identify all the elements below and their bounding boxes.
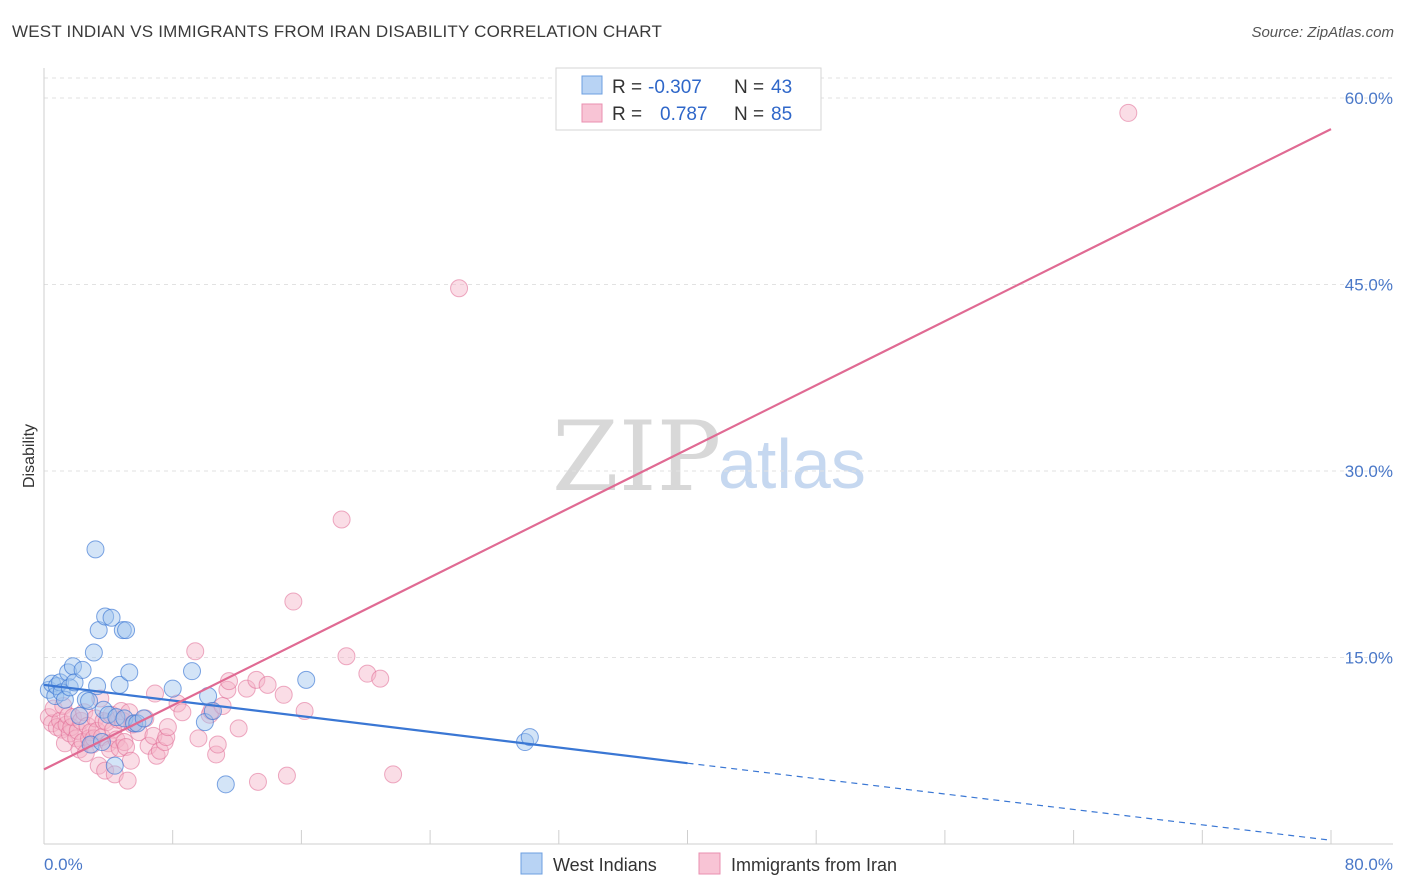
data-point-iran <box>117 738 136 757</box>
y-tick-labels: 15.0% 30.0% 45.0% 60.0% <box>1345 89 1393 668</box>
data-point-west-indians <box>92 733 111 752</box>
data-point-iran <box>450 279 469 298</box>
data-point-iran <box>121 751 140 770</box>
legend-r-label-blue: R = <box>612 77 642 98</box>
data-point-iran <box>371 669 390 688</box>
bottom-legend-swatch-pink <box>698 852 721 875</box>
legend-n-label-pink: N = <box>734 104 764 125</box>
series-legend: West Indians Immigrants from Iran <box>520 852 897 875</box>
y-tick-label: 45.0% <box>1345 276 1393 295</box>
bottom-legend-label-iran: Immigrants from Iran <box>731 855 897 875</box>
data-point-iran <box>96 761 115 780</box>
trend-line-iran <box>43 128 1332 771</box>
data-point-iran <box>284 592 303 611</box>
data-point-iran <box>158 718 177 737</box>
data-point-west-indians <box>183 662 202 681</box>
legend-swatch-pink <box>581 103 603 123</box>
bottom-legend-label-west-indians: West Indians <box>553 855 657 875</box>
data-point-iran <box>229 719 248 738</box>
watermark-atlas: atlas <box>718 425 866 503</box>
data-point-iran <box>274 685 293 704</box>
data-point-west-indians <box>59 663 78 682</box>
data-point-west-indians <box>70 706 89 725</box>
data-point-west-indians <box>63 657 82 676</box>
stats-legend: R = -0.307 N = 43 R = 0.787 N = 85 <box>555 67 822 131</box>
data-point-west-indians <box>297 670 316 689</box>
data-point-west-indians <box>120 663 139 682</box>
data-point-iran <box>173 703 192 722</box>
y-tick-label: 30.0% <box>1345 462 1393 481</box>
trend-line-west-indians-extension <box>687 762 1332 841</box>
data-point-west-indians <box>96 607 115 626</box>
legend-n-value-pink: 85 <box>771 104 792 125</box>
data-point-iran <box>144 726 163 745</box>
trend-line-west-indians <box>43 683 688 765</box>
y-tick-label: 15.0% <box>1345 649 1393 668</box>
data-point-west-indians <box>117 621 136 640</box>
data-point-west-indians <box>163 679 182 698</box>
watermark-zip: ZIP <box>552 401 721 513</box>
legend-swatch-blue <box>581 75 603 95</box>
data-point-west-indians <box>80 692 99 711</box>
data-point-iran <box>248 772 267 791</box>
legend-n-label-blue: N = <box>734 77 764 98</box>
data-point-iran <box>1119 103 1138 122</box>
x-tick-labels: 0.0% 80.0% <box>44 855 1393 874</box>
data-point-iran <box>189 729 208 748</box>
data-point-iran <box>110 739 129 758</box>
x-tick-label-max: 80.0% <box>1345 855 1393 874</box>
y-tick-label: 60.0% <box>1345 89 1393 108</box>
data-point-west-indians <box>84 643 103 662</box>
trend-lines <box>43 128 1332 841</box>
data-point-west-indians <box>134 709 153 728</box>
legend-r-value-pink: 0.787 <box>660 104 708 125</box>
bottom-legend-swatch-blue <box>520 852 543 875</box>
data-point-iran <box>68 721 87 740</box>
legend-r-value-blue: -0.307 <box>648 77 702 98</box>
data-point-iran <box>332 510 351 529</box>
data-point-iran <box>208 735 227 754</box>
data-point-iran <box>337 647 356 666</box>
legend-n-value-blue: 43 <box>771 77 792 98</box>
data-point-iran <box>186 642 205 661</box>
source-label: Source: ZipAtlas.com <box>1251 24 1394 41</box>
series-west-indians <box>39 540 539 794</box>
legend-r-label-pink: R = <box>612 104 642 125</box>
chart-title: WEST INDIAN VS IMMIGRANTS FROM IRAN DISA… <box>12 22 663 41</box>
axes <box>43 68 1393 845</box>
data-point-west-indians <box>102 608 121 627</box>
data-point-west-indians <box>216 775 235 794</box>
data-point-west-indians <box>105 756 124 775</box>
data-point-iran <box>147 746 166 765</box>
x-tick-label-min: 0.0% <box>44 855 83 874</box>
data-point-west-indians <box>86 540 105 559</box>
grid-lines <box>44 77 1393 658</box>
data-point-iran <box>384 765 403 784</box>
data-point-iran <box>118 771 137 790</box>
data-point-iran <box>247 670 266 689</box>
y-axis-title: Disability <box>21 424 38 488</box>
data-point-iran <box>258 675 277 694</box>
data-point-west-indians <box>520 728 539 747</box>
data-point-west-indians <box>73 660 92 679</box>
data-point-iran <box>277 766 296 785</box>
